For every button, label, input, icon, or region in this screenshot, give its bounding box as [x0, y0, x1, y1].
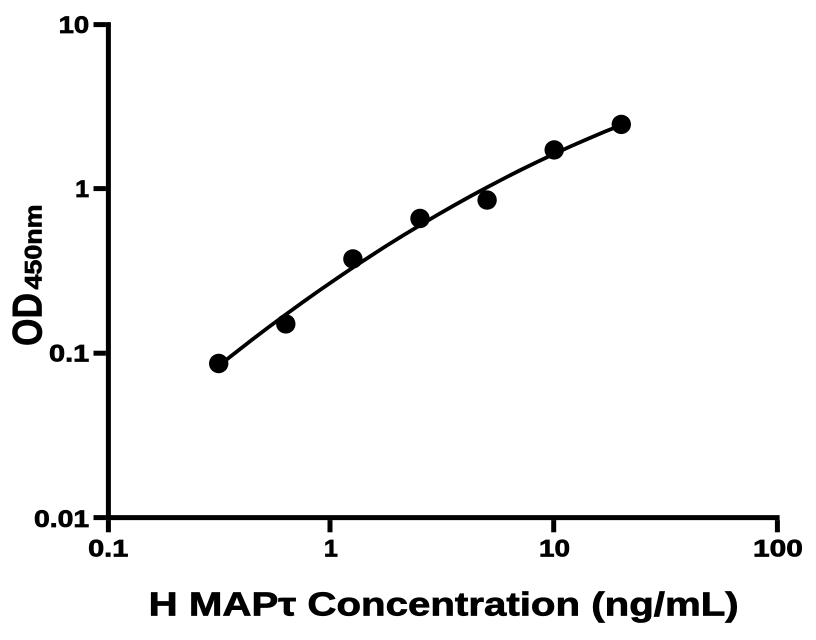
svg-text:OD: OD [3, 293, 50, 346]
svg-text:450nm: 450nm [20, 205, 47, 290]
svg-text:10: 10 [59, 12, 90, 39]
svg-text:H MAPτ Concentration (ng/mL): H MAPτ Concentration (ng/mL) [149, 586, 739, 623]
svg-text:1: 1 [75, 176, 89, 203]
svg-text:0.01: 0.01 [34, 506, 89, 533]
svg-text:0.1: 0.1 [88, 536, 128, 563]
svg-text:100: 100 [753, 536, 803, 563]
svg-text:0.1: 0.1 [49, 340, 89, 367]
svg-text:10: 10 [539, 536, 570, 563]
svg-text:1: 1 [324, 536, 338, 563]
